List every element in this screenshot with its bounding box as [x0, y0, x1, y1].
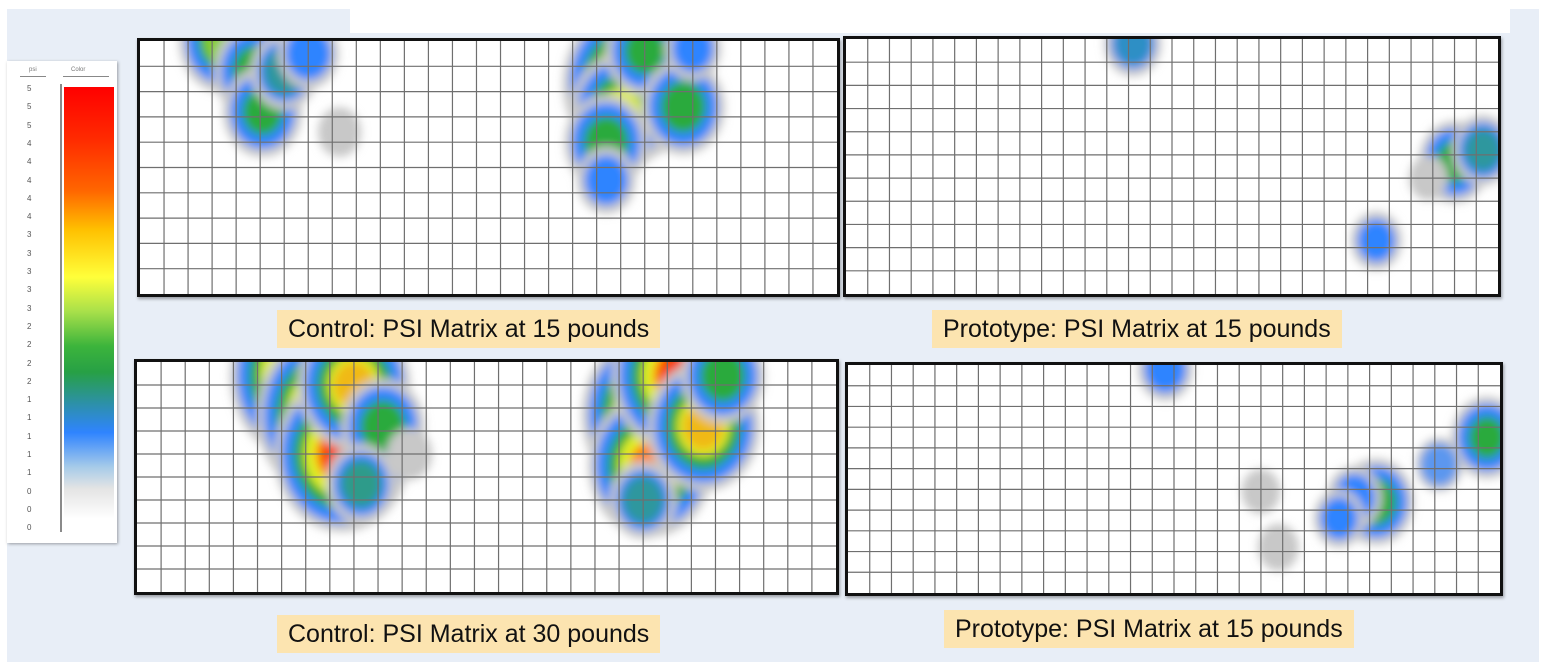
legend-tick-label: 5	[27, 102, 32, 112]
legend-header-rule	[20, 76, 46, 77]
caption-control-30: Control: PSI Matrix at 30 pounds	[277, 615, 661, 653]
legend-tick-label: 3	[27, 285, 32, 295]
matrix-grid	[848, 365, 1500, 593]
pressure-contour	[1114, 39, 1152, 65]
pressure-hotspot	[1104, 39, 1162, 77]
legend-axis-bar	[60, 84, 62, 532]
legend-tick-label: 4	[27, 193, 32, 203]
pressure-hotspot	[1350, 211, 1402, 271]
pressure-hotspot	[576, 146, 636, 214]
legend-tick-label: 3	[27, 230, 32, 240]
pressure-contour	[699, 362, 746, 402]
pressure-contour	[340, 460, 382, 508]
pressure-hotspot	[326, 443, 397, 525]
pressure-contour	[660, 80, 706, 133]
prototype-15-heatmap-top	[843, 36, 1501, 297]
pressure-hotspot	[641, 58, 725, 155]
psi-color-legend: psi Color 5 5 5 4 4 4 4 4 3 3 3 3 3 2 2 2 2 1 1 1 1 1 0 0 0	[7, 61, 117, 543]
legend-tick-label: 3	[27, 303, 32, 313]
pressure-contour	[584, 155, 628, 205]
pressure-contour	[317, 107, 362, 157]
legend-tick-label: 4	[27, 212, 32, 222]
legend-tick-label: 3	[27, 248, 32, 258]
prototype-15-heatmap-bottom	[845, 362, 1503, 596]
pressure-contour	[1420, 443, 1458, 486]
heat-layer	[1137, 365, 1500, 571]
control-15-heatmap	[137, 38, 840, 297]
pressure-hotspot	[1452, 115, 1498, 186]
legend-tick-label: 0	[27, 504, 32, 514]
legend-tick-label: 2	[27, 321, 32, 331]
legend-tick-label: 2	[27, 340, 32, 350]
pressure-hotspot	[1313, 488, 1365, 548]
legend-tick-label: 3	[27, 267, 32, 276]
caption-prototype-15-bottom: Prototype: PSI Matrix at 15 pounds	[944, 610, 1354, 648]
matrix-grid	[846, 39, 1498, 294]
control-30-heatmap	[134, 359, 839, 595]
heat-layer	[229, 362, 765, 540]
matrix-grid	[140, 41, 837, 294]
legend-header-psi: psi	[29, 67, 37, 73]
legend-color-gradient	[64, 87, 114, 519]
legend-header-color: Color	[71, 67, 86, 73]
pressure-hotspot	[317, 107, 362, 157]
legend-tick-label: 5	[27, 120, 32, 130]
legend-tick-label: 4	[27, 157, 32, 167]
legend-tick-label: 1	[27, 395, 32, 405]
legend-tick-label: 2	[27, 358, 32, 368]
pressure-hotspot	[1415, 437, 1463, 492]
pressure-contour	[1464, 129, 1498, 172]
legend-header-rule	[63, 76, 109, 77]
legend-tick-label: 1	[27, 450, 32, 459]
legend-tick-label: 1	[27, 431, 32, 441]
matrix-grid	[137, 362, 836, 592]
legend-tick-label: 0	[27, 523, 32, 533]
pressure-hotspot	[1137, 365, 1193, 401]
legend-tick-label: 1	[27, 468, 32, 478]
legend-tick-label: 2	[27, 376, 32, 386]
caption-control-15: Control: PSI Matrix at 15 pounds	[277, 310, 661, 348]
legend-tick-label: 1	[27, 413, 32, 423]
legend-tick-label: 4	[27, 175, 32, 185]
header-strip	[350, 9, 1510, 33]
pressure-hotspot	[1257, 523, 1299, 571]
caption-prototype-15-top: Prototype: PSI Matrix at 15 pounds	[932, 310, 1342, 348]
pressure-contour	[1257, 523, 1299, 571]
legend-tick-label: 0	[27, 486, 32, 496]
legend-tick-label: 4	[27, 138, 32, 148]
legend-tick-label: 5	[27, 84, 32, 93]
